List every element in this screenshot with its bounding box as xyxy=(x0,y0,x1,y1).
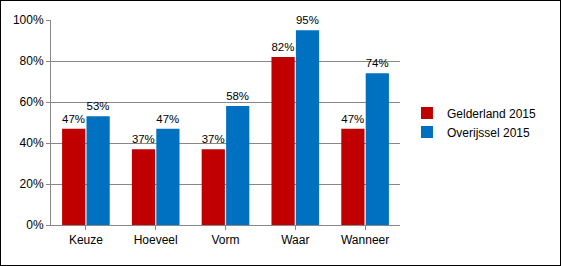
svg-text:47%: 47% xyxy=(156,113,179,125)
svg-text:60%: 60% xyxy=(20,95,44,109)
svg-text:0%: 0% xyxy=(26,218,44,232)
svg-text:Gelderland 2015: Gelderland 2015 xyxy=(447,107,536,121)
svg-text:82%: 82% xyxy=(271,41,294,53)
svg-text:Hoeveel: Hoeveel xyxy=(134,233,178,247)
svg-text:47%: 47% xyxy=(341,113,364,125)
svg-text:37%: 37% xyxy=(202,133,225,145)
svg-text:74%: 74% xyxy=(366,57,389,69)
svg-text:40%: 40% xyxy=(20,136,44,150)
svg-text:20%: 20% xyxy=(20,177,44,191)
svg-text:100%: 100% xyxy=(13,13,44,27)
svg-text:80%: 80% xyxy=(20,54,44,68)
svg-text:95%: 95% xyxy=(296,14,319,26)
svg-text:Vorm: Vorm xyxy=(211,233,239,247)
svg-text:53%: 53% xyxy=(87,100,110,112)
svg-text:37%: 37% xyxy=(132,133,155,145)
svg-text:Waar: Waar xyxy=(281,233,309,247)
svg-text:Wanneer: Wanneer xyxy=(341,233,389,247)
svg-text:47%: 47% xyxy=(62,113,85,125)
svg-text:Keuze: Keuze xyxy=(69,233,103,247)
svg-text:58%: 58% xyxy=(226,90,249,102)
svg-text:Overijssel 2015: Overijssel 2015 xyxy=(447,126,530,140)
